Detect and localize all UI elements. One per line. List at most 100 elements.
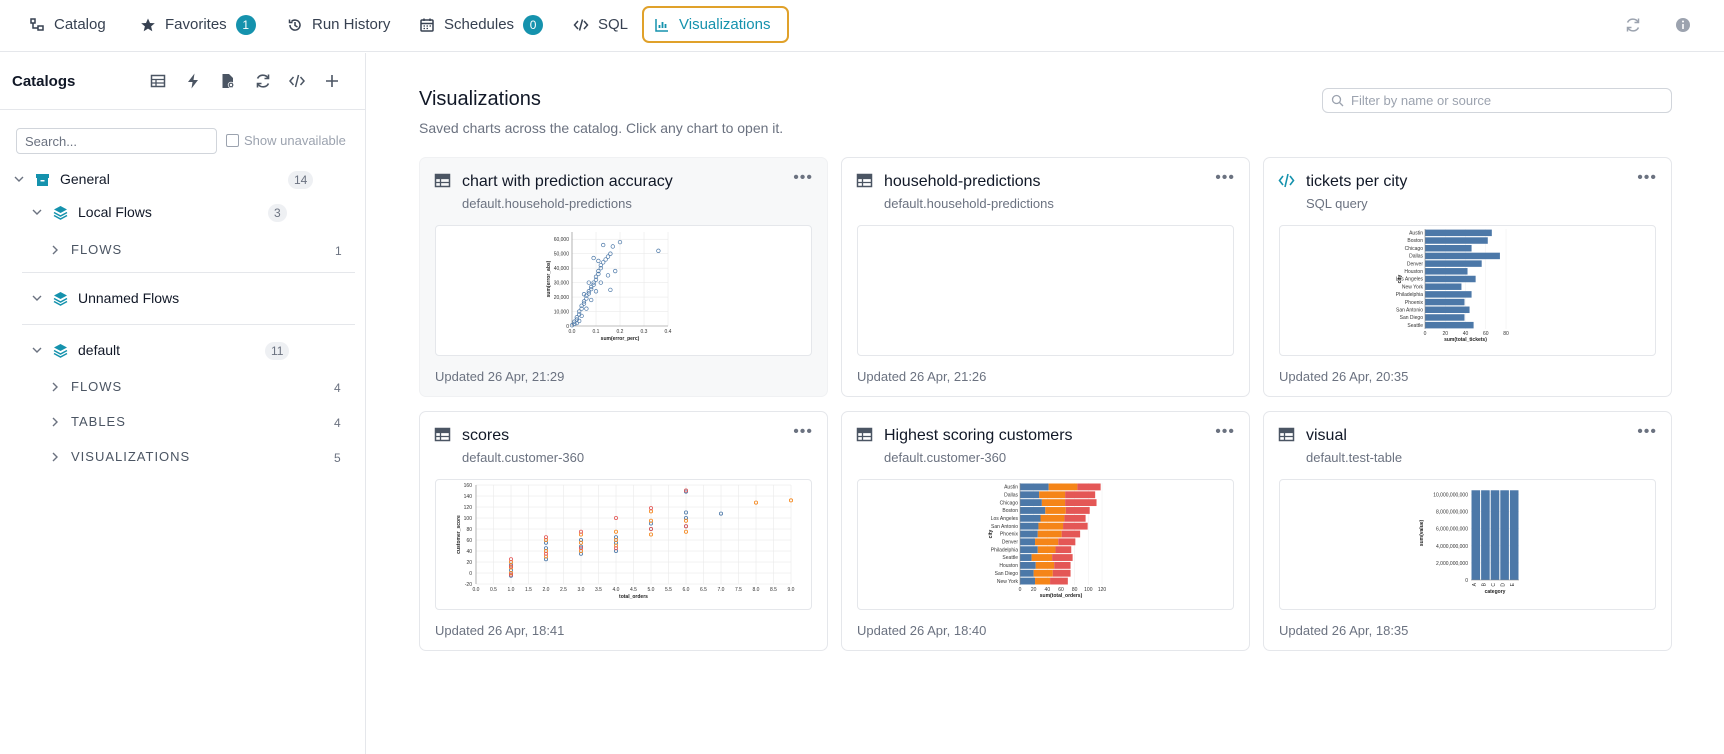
- tree-node-default[interactable]: default: [31, 342, 120, 358]
- bar-segment: [1054, 561, 1071, 569]
- tab-catalog[interactable]: Catalog: [17, 6, 118, 43]
- tree-node-local-flows[interactable]: Local Flows: [31, 204, 152, 220]
- catalog-search-input[interactable]: [16, 128, 217, 154]
- scatter-point: [509, 564, 514, 569]
- scatter-point: [544, 538, 549, 543]
- chart-preview: 0.0 0.1 0.2 0.3 0.4 0 10,000 20,000 30,000 40,000…: [435, 225, 812, 356]
- y-tick-label: Chicago: [1000, 500, 1019, 506]
- tree-node-default-visualizations[interactable]: VISUALIZATIONS: [49, 449, 190, 464]
- default-tables-count: 4: [334, 416, 341, 430]
- chevron-right-icon: [52, 452, 58, 461]
- chart-icon: [655, 18, 668, 32]
- tree-node-default-flows[interactable]: FLOWS: [49, 379, 122, 394]
- file-settings-icon[interactable]: [219, 72, 237, 90]
- show-unavailable-checkbox[interactable]: [226, 134, 239, 147]
- more-options-button[interactable]: •••: [1215, 423, 1235, 440]
- bar: [1425, 244, 1472, 252]
- refresh-icon[interactable]: [254, 72, 272, 90]
- bar: [1425, 275, 1476, 283]
- y-tick-label: 2,000,000,000: [1436, 561, 1468, 567]
- layers-icon: [53, 205, 68, 220]
- scatter-point: [544, 551, 549, 556]
- scatter-point: [579, 313, 584, 319]
- x-tick-label: 3.0: [578, 587, 585, 593]
- scatter-point: [598, 280, 603, 285]
- y-tick-label: Denver: [1002, 540, 1018, 546]
- info-icon[interactable]: [1674, 16, 1692, 34]
- general-count: 14: [288, 171, 314, 189]
- y-tick-label: 0: [469, 571, 472, 577]
- tab-label: Visualizations: [679, 16, 771, 33]
- y-tick-label: Boston: [1407, 238, 1423, 244]
- tab-visualizations[interactable]: Visualizations: [642, 6, 789, 43]
- table-icon[interactable]: [149, 72, 167, 90]
- x-tick-label: 4.5: [630, 587, 637, 593]
- scatter-point: [577, 309, 582, 314]
- show-unavailable-toggle[interactable]: Show unavailable: [226, 133, 346, 148]
- y-tick-label: 10,000,000,000: [1433, 493, 1468, 499]
- x-tick-label: 0.0: [569, 329, 576, 335]
- visualization-card[interactable]: Highest scoring customers default.custom…: [841, 411, 1250, 651]
- card-source: default.household-predictions: [462, 196, 632, 211]
- bar-segment: [1064, 514, 1086, 522]
- more-options-button[interactable]: •••: [793, 169, 813, 186]
- y-tick-label: Austin: [1004, 485, 1018, 491]
- card-source: default.household-predictions: [884, 196, 1054, 211]
- bar: [1509, 490, 1519, 580]
- scatter-point: [605, 273, 611, 278]
- tree-node-general[interactable]: General: [13, 171, 110, 187]
- tree-label: Local Flows: [78, 204, 152, 220]
- tree-node-default-tables[interactable]: TABLES: [49, 414, 126, 429]
- visualization-card[interactable]: chart with prediction accuracy default.h…: [419, 157, 828, 397]
- tree-node-unnamed-flows[interactable]: Unnamed Flows: [31, 290, 179, 306]
- visualization-card[interactable]: scores default.customer-360 ••• 0.0 0.5 1.…: [419, 411, 828, 651]
- scatter-point: [544, 540, 549, 545]
- x-tick-label: 0: [1424, 331, 1427, 337]
- sidebar-header: Catalogs: [0, 53, 366, 110]
- tab-favorites[interactable]: Favorites 1: [128, 6, 268, 43]
- x-tick-label: 60: [1058, 587, 1064, 593]
- scatter-point: [578, 546, 583, 551]
- tab-run-history[interactable]: Run History: [275, 6, 402, 43]
- scatter-point: [544, 554, 549, 559]
- tab-label: Catalog: [54, 16, 106, 33]
- scatter-point: [586, 291, 591, 296]
- more-options-button[interactable]: •••: [1215, 169, 1235, 186]
- x-tick-label: 4.0: [613, 587, 620, 593]
- show-unavailable-label: Show unavailable: [244, 133, 346, 148]
- visualization-card[interactable]: household-predictions default.household-…: [841, 157, 1250, 397]
- more-options-button[interactable]: •••: [1637, 169, 1657, 186]
- bar-segment: [1058, 538, 1076, 546]
- bar: [1425, 314, 1465, 321]
- scatter-point: [613, 516, 618, 521]
- filter-input[interactable]: [1322, 88, 1672, 113]
- y-tick-label: Denver: [1407, 261, 1423, 267]
- visualization-card[interactable]: tickets per city SQL query ••• 0 20 40 60 80…: [1263, 157, 1672, 397]
- tree-node-local-flows-flows[interactable]: FLOWS: [49, 242, 122, 257]
- tab-sql[interactable]: SQL: [561, 6, 640, 43]
- x-tick-label: 1.5: [525, 587, 532, 593]
- refresh-icon[interactable]: [1624, 16, 1642, 34]
- bar-segment: [1038, 522, 1064, 530]
- tab-schedules[interactable]: Schedules 0: [407, 6, 555, 43]
- visualization-card[interactable]: visual default.test-table ••• 0 2,000,000…: [1263, 411, 1672, 651]
- lightning-icon[interactable]: [184, 72, 202, 90]
- bar-segment: [1077, 483, 1101, 491]
- chevron-down-icon: [14, 176, 24, 182]
- y-tick-label: 4,000,000,000: [1436, 544, 1468, 550]
- y-tick-label: 30,000: [554, 281, 570, 287]
- bar-segment: [1020, 491, 1040, 499]
- scatter-point: [574, 315, 579, 320]
- scatter-chart: 0.0 0.1 0.2 0.3 0.4 0 10,000 20,000 30,000 40,000…: [546, 232, 672, 342]
- card-updated: Updated 26 Apr, 21:29: [435, 369, 565, 384]
- scatter-point: [593, 277, 599, 282]
- y-axis-title: sum(error_abs): [546, 260, 552, 297]
- scatter-point: [683, 529, 688, 534]
- plus-icon[interactable]: [323, 72, 341, 90]
- more-options-button[interactable]: •••: [793, 423, 813, 440]
- chart-preview: 0.0 0.5 1.0 1.5 2.0 2.5 3.0 3.5 4.0 4.5 5.0 5.5 6.0 6…: [435, 479, 812, 610]
- code-icon[interactable]: [288, 72, 306, 90]
- tree-label: default: [78, 342, 121, 358]
- more-options-button[interactable]: •••: [1637, 423, 1657, 440]
